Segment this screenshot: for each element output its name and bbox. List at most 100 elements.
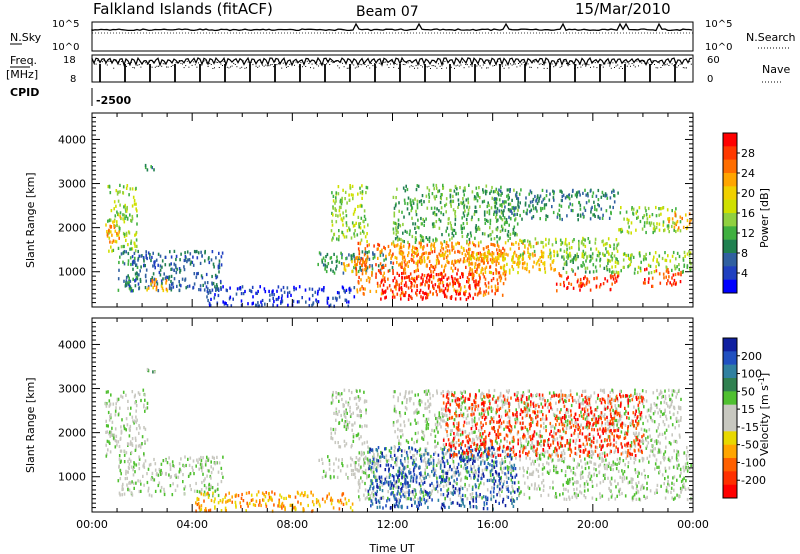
data-cell [590,254,592,258]
data-cell [307,503,309,508]
data-cell [438,277,440,281]
data-cell [364,263,366,267]
data-cell [542,488,545,492]
data-cell [402,251,405,255]
data-cell [257,304,259,308]
data-cell [552,486,554,490]
data-cell [115,439,118,443]
data-cell [171,460,174,464]
data-cell [457,278,459,282]
nave-mark [222,65,223,66]
data-cell [202,456,204,460]
data-cell [447,487,450,491]
data-cell [363,441,366,445]
data-cell [144,440,146,444]
nave-mark [369,67,371,69]
nave-mark [170,66,172,67]
data-cell [200,459,203,463]
data-cell [225,288,228,292]
data-cell [416,275,418,279]
data-cell [563,257,565,261]
data-cell [498,261,500,265]
data-cell [398,497,400,502]
data-cell [453,465,455,469]
data-cell [582,261,584,265]
data-cell [279,493,281,497]
data-cell [198,490,201,494]
data-cell [548,252,551,256]
nave-mark [502,65,503,67]
data-cell [568,497,571,501]
data-cell [457,249,459,254]
data-cell [372,466,375,470]
data-cell [535,468,538,472]
data-cell [436,461,439,465]
data-cell [552,192,555,196]
data-cell [282,285,285,290]
data-cell [542,478,545,483]
data-cell [347,304,350,308]
nave-mark [455,65,457,67]
data-cell [394,493,397,498]
data-cell [595,208,598,212]
nave-mark [286,66,287,68]
data-cell [125,214,127,218]
data-cell [655,214,658,218]
data-cell [360,453,363,457]
data-cell [382,290,384,295]
data-cell [317,300,320,304]
data-cell [508,215,510,219]
data-cell [524,244,526,248]
data-cell [119,226,121,231]
data-cell [462,260,465,264]
data-cell [430,244,432,248]
data-cell [630,260,632,264]
data-cell [673,449,675,453]
data-cell [360,414,362,418]
data-cell [569,251,571,255]
data-cell [433,206,436,210]
data-cell [635,487,638,491]
data-cell [508,209,511,213]
data-cell [189,472,192,476]
data-cell [464,209,466,213]
data-cell [361,268,364,272]
data-cell [349,186,352,190]
data-cell [490,242,492,246]
data-cell [516,212,518,216]
data-cell [251,285,254,289]
data-cell [503,268,505,272]
data-cell [658,465,660,469]
data-cell [541,472,544,476]
data-cell [344,197,346,201]
nave-tick-top: 60 [707,55,720,66]
data-cell [124,216,126,220]
data-cell [584,275,586,279]
data-cell [488,252,491,256]
data-cell [506,495,508,499]
data-cell [589,189,592,193]
data-cell [654,251,657,255]
data-cell [636,216,638,220]
data-cell [452,460,455,464]
data-cell [451,457,454,461]
data-cell [402,222,404,227]
data-cell [545,203,548,207]
data-cell [332,269,334,273]
data-cell [590,207,593,211]
data-cell [229,498,231,502]
data-cell [550,267,552,271]
data-cell [679,280,682,284]
data-cell [191,465,194,470]
data-cell [207,495,210,499]
data-cell [494,197,496,201]
data-cell [375,289,378,294]
data-cell [629,447,632,451]
data-cell [584,251,587,255]
data-cell [189,262,192,266]
data-cell [428,474,431,478]
data-cell [130,406,132,410]
nave-mark [575,64,577,66]
data-cell [631,253,633,257]
data-cell [375,275,377,279]
